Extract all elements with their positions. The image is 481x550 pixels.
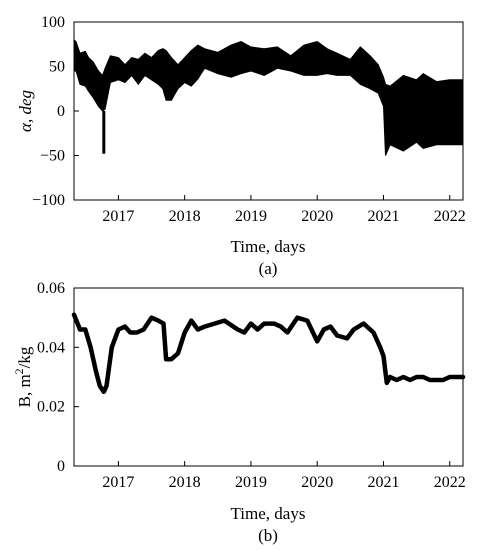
panel-a-y-axis-label: α, deg — [16, 90, 35, 132]
panel-a-x-axis-label: Time, days — [231, 237, 306, 256]
panel-a-x-tick-label: 2018 — [169, 208, 201, 225]
panel-a-y-ticks: −100 −50 0 50 100 — [32, 14, 79, 209]
panel-b-x-tick-label: 2017 — [102, 474, 134, 491]
panel-a-x-tick-label: 2020 — [301, 208, 333, 225]
panel-a-y-tick-label: 0 — [57, 103, 65, 120]
panel-a-y-tick-label: 100 — [41, 14, 65, 31]
panel-b-y-axis-label-main: B, m — [15, 374, 34, 407]
panel-a-x-tick-label: 2022 — [434, 208, 466, 225]
panel-b-x-ticks: 2017 2018 2019 2020 2021 2022 — [102, 461, 466, 491]
panel-b-y-tick-label: 0.02 — [37, 399, 65, 416]
panel-b-y-axis-label-sup: 2 — [12, 368, 26, 374]
panel-a-y-tick-label: −100 — [32, 192, 65, 209]
chart-panel-b: 2017 2018 2019 2020 2021 2022 0 0.02 0.04 0.06 T… — [12, 280, 466, 545]
panel-b-plot-frame — [73, 287, 464, 467]
panel-b-series-layer — [71, 312, 466, 395]
panel-b-y-axis-label-tail: /kg — [15, 346, 34, 368]
panel-b-y-ticks: 0 0.02 0.04 0.06 — [37, 280, 79, 475]
panel-a-y-tick-label: −50 — [40, 148, 65, 165]
panel-a-series-layer — [73, 38, 464, 156]
panel-b-x-tick-label: 2020 — [301, 474, 333, 491]
panel-b-y-tick-label: 0.04 — [37, 339, 65, 356]
panel-b-y-axis-label: B, m2/kg — [12, 346, 34, 407]
panel-a-y-tick-label: 50 — [49, 59, 65, 76]
panel-b-x-tick-label: 2019 — [235, 474, 267, 491]
panel-a-x-ticks: 2017 2018 2019 2020 2021 2022 — [102, 195, 466, 225]
panel-b-y-tick-label: 0 — [57, 458, 65, 475]
panel-b-x-axis-label: Time, days — [231, 504, 306, 523]
panel-b-caption: (b) — [258, 526, 278, 545]
panel-a-caption: (a) — [259, 259, 278, 278]
panel-a-data-band — [73, 38, 464, 156]
panel-a-x-tick-label: 2021 — [367, 208, 399, 225]
panel-b-x-tick-label: 2022 — [434, 474, 466, 491]
panel-b-data-line — [71, 312, 466, 395]
chart-panel-a: 2017 2018 2019 2020 2021 2022 −100 −50 0 50 100 T… — [16, 14, 466, 278]
panel-b-x-tick-label: 2018 — [169, 474, 201, 491]
panel-b-x-tick-label: 2021 — [367, 474, 399, 491]
panel-b-y-tick-label: 0.06 — [37, 280, 65, 297]
panel-a-x-tick-label: 2017 — [102, 208, 134, 225]
panel-a-x-tick-label: 2019 — [235, 208, 267, 225]
